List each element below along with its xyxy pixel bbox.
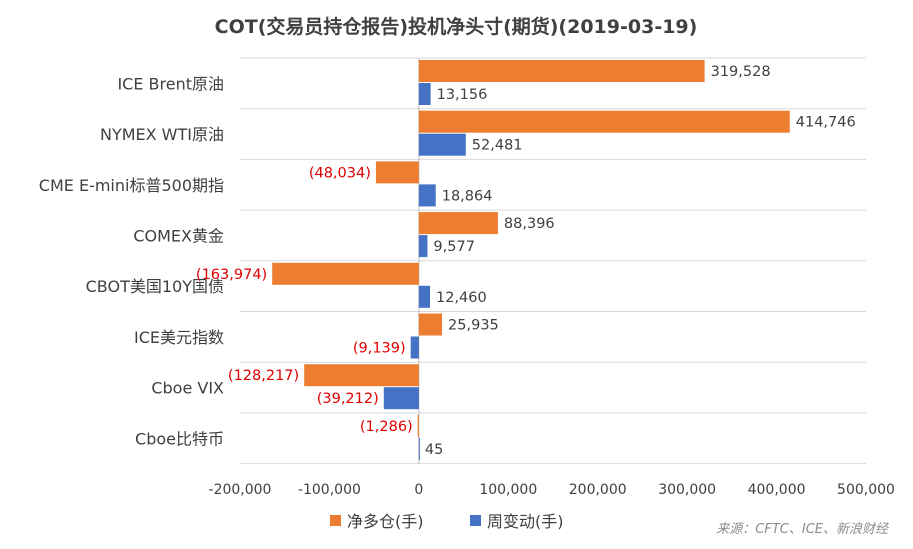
bar-net-long xyxy=(418,212,498,235)
legend-label-weekly-change: 周变动(手) xyxy=(487,512,564,531)
x-tick-label: 400,000 xyxy=(748,482,806,498)
bar-net-long xyxy=(375,161,419,184)
bar-net-long xyxy=(418,60,705,82)
category-label: ICE美元指数 xyxy=(134,328,224,347)
bar-weekly-change xyxy=(410,336,419,359)
data-label: 52,481 xyxy=(472,138,523,154)
category-label: CME E-mini标普500期指 xyxy=(39,176,224,195)
bar-net-long xyxy=(418,110,790,133)
x-axis: -200,000 -100,000 0 100,000 200,000 300,000 40… xyxy=(209,482,895,498)
x-tick-label: 200,000 xyxy=(569,482,627,498)
category-label: NYMEX WTI原油 xyxy=(100,125,224,144)
chart-title: COT(交易员持仓报告)投机净头寸(期货)(2019-03-19) xyxy=(215,15,698,38)
data-label: 18,864 xyxy=(442,188,493,204)
data-label: (39,212) xyxy=(317,391,379,407)
legend-label-net-long: 净多仓(手) xyxy=(347,512,424,531)
category-label: Cboe比特币 xyxy=(135,429,224,448)
legend-swatch-net-long xyxy=(330,515,341,526)
category-labels: ICE Brent原油 NYMEX WTI原油 CME E-mini标普500期指 C… xyxy=(39,74,224,448)
x-tick-label: 300,000 xyxy=(658,482,716,498)
bar-weekly-change xyxy=(383,387,419,410)
data-label: 45 xyxy=(425,442,443,458)
data-label: (1,286) xyxy=(360,419,413,435)
data-label: 25,935 xyxy=(448,318,499,334)
bar-weekly-change xyxy=(418,285,430,308)
bars xyxy=(272,60,790,460)
x-tick-label: -200,000 xyxy=(209,482,272,498)
data-label: 319,528 xyxy=(711,64,771,80)
data-label: (128,217) xyxy=(228,368,299,384)
data-label: 88,396 xyxy=(504,216,555,232)
category-label: CBOT美国10Y国债 xyxy=(86,277,224,296)
source-note: 来源：CFTC、ICE、新浪财经 xyxy=(716,521,890,537)
bar-weekly-change xyxy=(418,83,431,105)
x-tick-label: 100,000 xyxy=(479,482,537,498)
data-label: 13,156 xyxy=(437,87,488,103)
bar-net-long xyxy=(417,414,419,437)
data-label: 12,460 xyxy=(436,290,487,306)
bar-net-long xyxy=(272,262,419,285)
data-label: (48,034) xyxy=(309,165,371,181)
category-label: Cboe VIX xyxy=(151,379,224,398)
value-labels: 319,528 414,746 (48,034) 88,396 (163,974) 25,… xyxy=(196,64,856,458)
x-tick-label: 500,000 xyxy=(837,482,895,498)
bar-weekly-change xyxy=(418,184,436,207)
category-label: ICE Brent原油 xyxy=(117,74,224,93)
bar-weekly-change xyxy=(418,437,420,460)
legend: 净多仓(手) 周变动(手) xyxy=(330,512,564,531)
bar-net-long xyxy=(418,313,443,336)
bar-weekly-change xyxy=(418,133,466,156)
category-label: COMEX黄金 xyxy=(133,226,224,245)
data-label: (9,139) xyxy=(353,341,406,357)
x-tick-label: 0 xyxy=(414,482,423,498)
legend-swatch-weekly-change xyxy=(470,515,481,526)
data-label: 414,746 xyxy=(796,115,856,131)
data-label: 9,577 xyxy=(433,239,475,255)
data-label: (163,974) xyxy=(196,267,267,283)
x-tick-label: -100,000 xyxy=(298,482,361,498)
bar-weekly-change xyxy=(418,235,428,258)
bar-net-long xyxy=(304,364,419,387)
